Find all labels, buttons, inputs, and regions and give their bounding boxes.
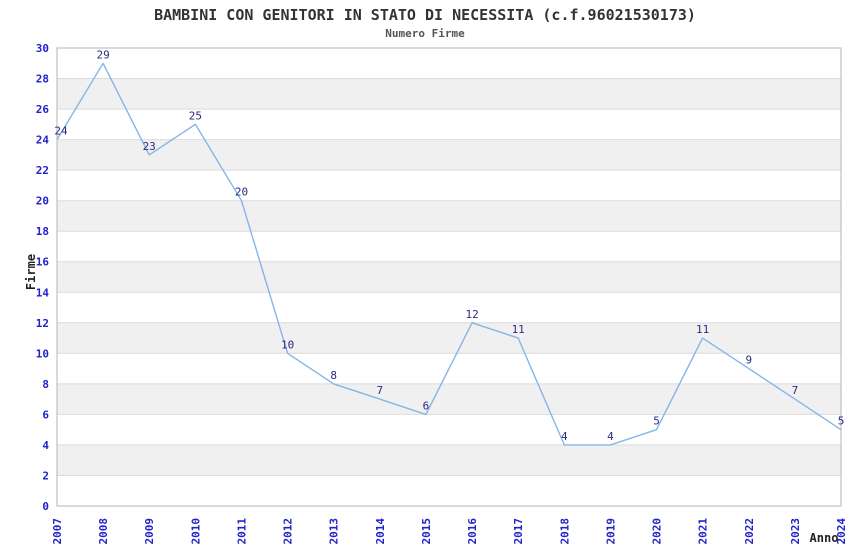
x-tick-label: 2013 bbox=[328, 518, 341, 545]
x-tick-label: 2021 bbox=[697, 518, 710, 545]
plot-band bbox=[57, 383, 841, 415]
data-label: 8 bbox=[330, 369, 337, 382]
y-tick-label: 22 bbox=[36, 164, 49, 177]
data-label: 24 bbox=[54, 125, 68, 138]
x-tick-label: 2016 bbox=[466, 518, 479, 545]
data-label: 25 bbox=[189, 109, 202, 122]
x-tick-label: 2010 bbox=[189, 518, 202, 545]
plot-band bbox=[57, 200, 841, 232]
x-tick-label: 2020 bbox=[651, 518, 664, 545]
y-tick-label: 30 bbox=[36, 42, 49, 55]
plot-band bbox=[57, 444, 841, 476]
data-label: 5 bbox=[838, 415, 845, 428]
data-label: 11 bbox=[696, 323, 709, 336]
y-tick-label: 20 bbox=[36, 195, 49, 208]
y-tick-label: 8 bbox=[42, 378, 49, 391]
plot-band bbox=[57, 139, 841, 171]
x-tick-label: 2015 bbox=[420, 518, 433, 545]
data-label: 11 bbox=[512, 323, 525, 336]
x-tick-label: 2022 bbox=[743, 518, 756, 545]
data-label: 7 bbox=[376, 384, 383, 397]
data-label: 5 bbox=[653, 415, 660, 428]
x-tick-label: 2012 bbox=[282, 518, 295, 545]
chart-title: BAMBINI CON GENITORI IN STATO DI NECESSI… bbox=[154, 6, 696, 24]
plot-band bbox=[57, 78, 841, 109]
y-tick-label: 0 bbox=[42, 500, 49, 513]
x-axis-label: Anno bbox=[809, 531, 839, 545]
y-tick-label: 10 bbox=[36, 347, 49, 360]
y-tick-label: 2 bbox=[42, 470, 49, 483]
data-label: 9 bbox=[745, 354, 752, 367]
y-tick-label: 12 bbox=[36, 317, 49, 330]
x-tick-label: 2014 bbox=[374, 518, 387, 545]
plot-border bbox=[56, 47, 842, 507]
y-tick-label: 4 bbox=[42, 439, 49, 452]
x-tick-label: 2024 bbox=[835, 518, 848, 545]
y-tick-label: 16 bbox=[36, 256, 50, 269]
x-tick-label: 2019 bbox=[604, 518, 617, 545]
data-label: 12 bbox=[465, 308, 478, 321]
x-tick-label: 2017 bbox=[512, 518, 525, 545]
data-label: 4 bbox=[561, 430, 568, 443]
x-tick-label: 2023 bbox=[789, 518, 802, 545]
plot-band bbox=[57, 322, 841, 354]
x-tick-label: 2007 bbox=[51, 518, 64, 545]
data-label: 7 bbox=[792, 384, 799, 397]
data-label: 23 bbox=[143, 140, 156, 153]
x-tick-label: 2011 bbox=[236, 518, 249, 545]
plot-band bbox=[57, 261, 841, 293]
data-line bbox=[56, 62, 842, 446]
data-label: 10 bbox=[281, 338, 294, 351]
chart-subtitle: Numero Firme bbox=[385, 27, 465, 40]
x-tick-label: 2018 bbox=[558, 518, 571, 545]
y-tick-label: 24 bbox=[36, 134, 50, 147]
x-tick-label: 2008 bbox=[97, 518, 110, 545]
data-label: 4 bbox=[607, 430, 614, 443]
data-label: 20 bbox=[235, 186, 248, 199]
y-tick-label: 18 bbox=[36, 225, 49, 238]
y-tick-label: 6 bbox=[42, 408, 49, 421]
data-label: 6 bbox=[423, 399, 430, 412]
data-label: 29 bbox=[96, 48, 109, 61]
x-tick-label: 2009 bbox=[143, 518, 156, 545]
y-tick-label: 28 bbox=[36, 73, 49, 86]
y-tick-label: 26 bbox=[36, 103, 50, 116]
y-tick-label: 14 bbox=[36, 286, 50, 299]
